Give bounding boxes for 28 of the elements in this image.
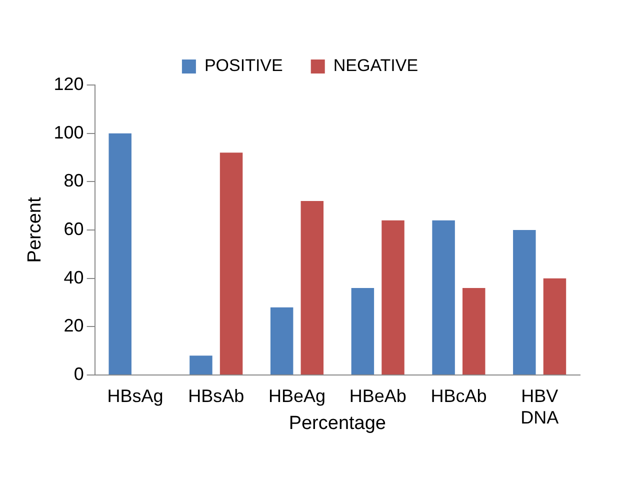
x-axis-title: Percentage bbox=[288, 412, 386, 434]
bar bbox=[190, 356, 212, 374]
x-tick-label: HBV DNA bbox=[520, 386, 559, 428]
bar bbox=[351, 288, 374, 374]
x-tick-label: HBeAg bbox=[268, 386, 326, 406]
bar bbox=[382, 220, 404, 374]
y-tick-label: 120 bbox=[54, 74, 84, 94]
y-tick-label: 80 bbox=[64, 170, 84, 191]
bar bbox=[270, 307, 294, 374]
bar bbox=[543, 278, 566, 374]
bar bbox=[513, 230, 536, 374]
bar bbox=[220, 152, 243, 374]
x-tick-label: HBeAb bbox=[349, 386, 406, 406]
x-tick-label: HBcAb bbox=[430, 386, 487, 406]
legend-label: NEGATIVE bbox=[333, 56, 418, 76]
y-tick-label: 100 bbox=[54, 122, 84, 142]
legend-label: POSITIVE bbox=[204, 56, 283, 76]
y-tick-label: 0 bbox=[74, 364, 84, 384]
y-tick-label: 60 bbox=[64, 218, 84, 239]
y-tick-label: 20 bbox=[64, 316, 84, 336]
y-tick-label: 40 bbox=[64, 267, 84, 288]
x-tick-label: HBsAg bbox=[107, 386, 164, 406]
bar bbox=[300, 201, 324, 374]
bar bbox=[462, 288, 486, 374]
bar bbox=[108, 133, 132, 374]
x-tick-label: HBsAb bbox=[188, 386, 244, 406]
y-axis-title: Percent bbox=[24, 196, 46, 263]
bar bbox=[432, 220, 455, 374]
